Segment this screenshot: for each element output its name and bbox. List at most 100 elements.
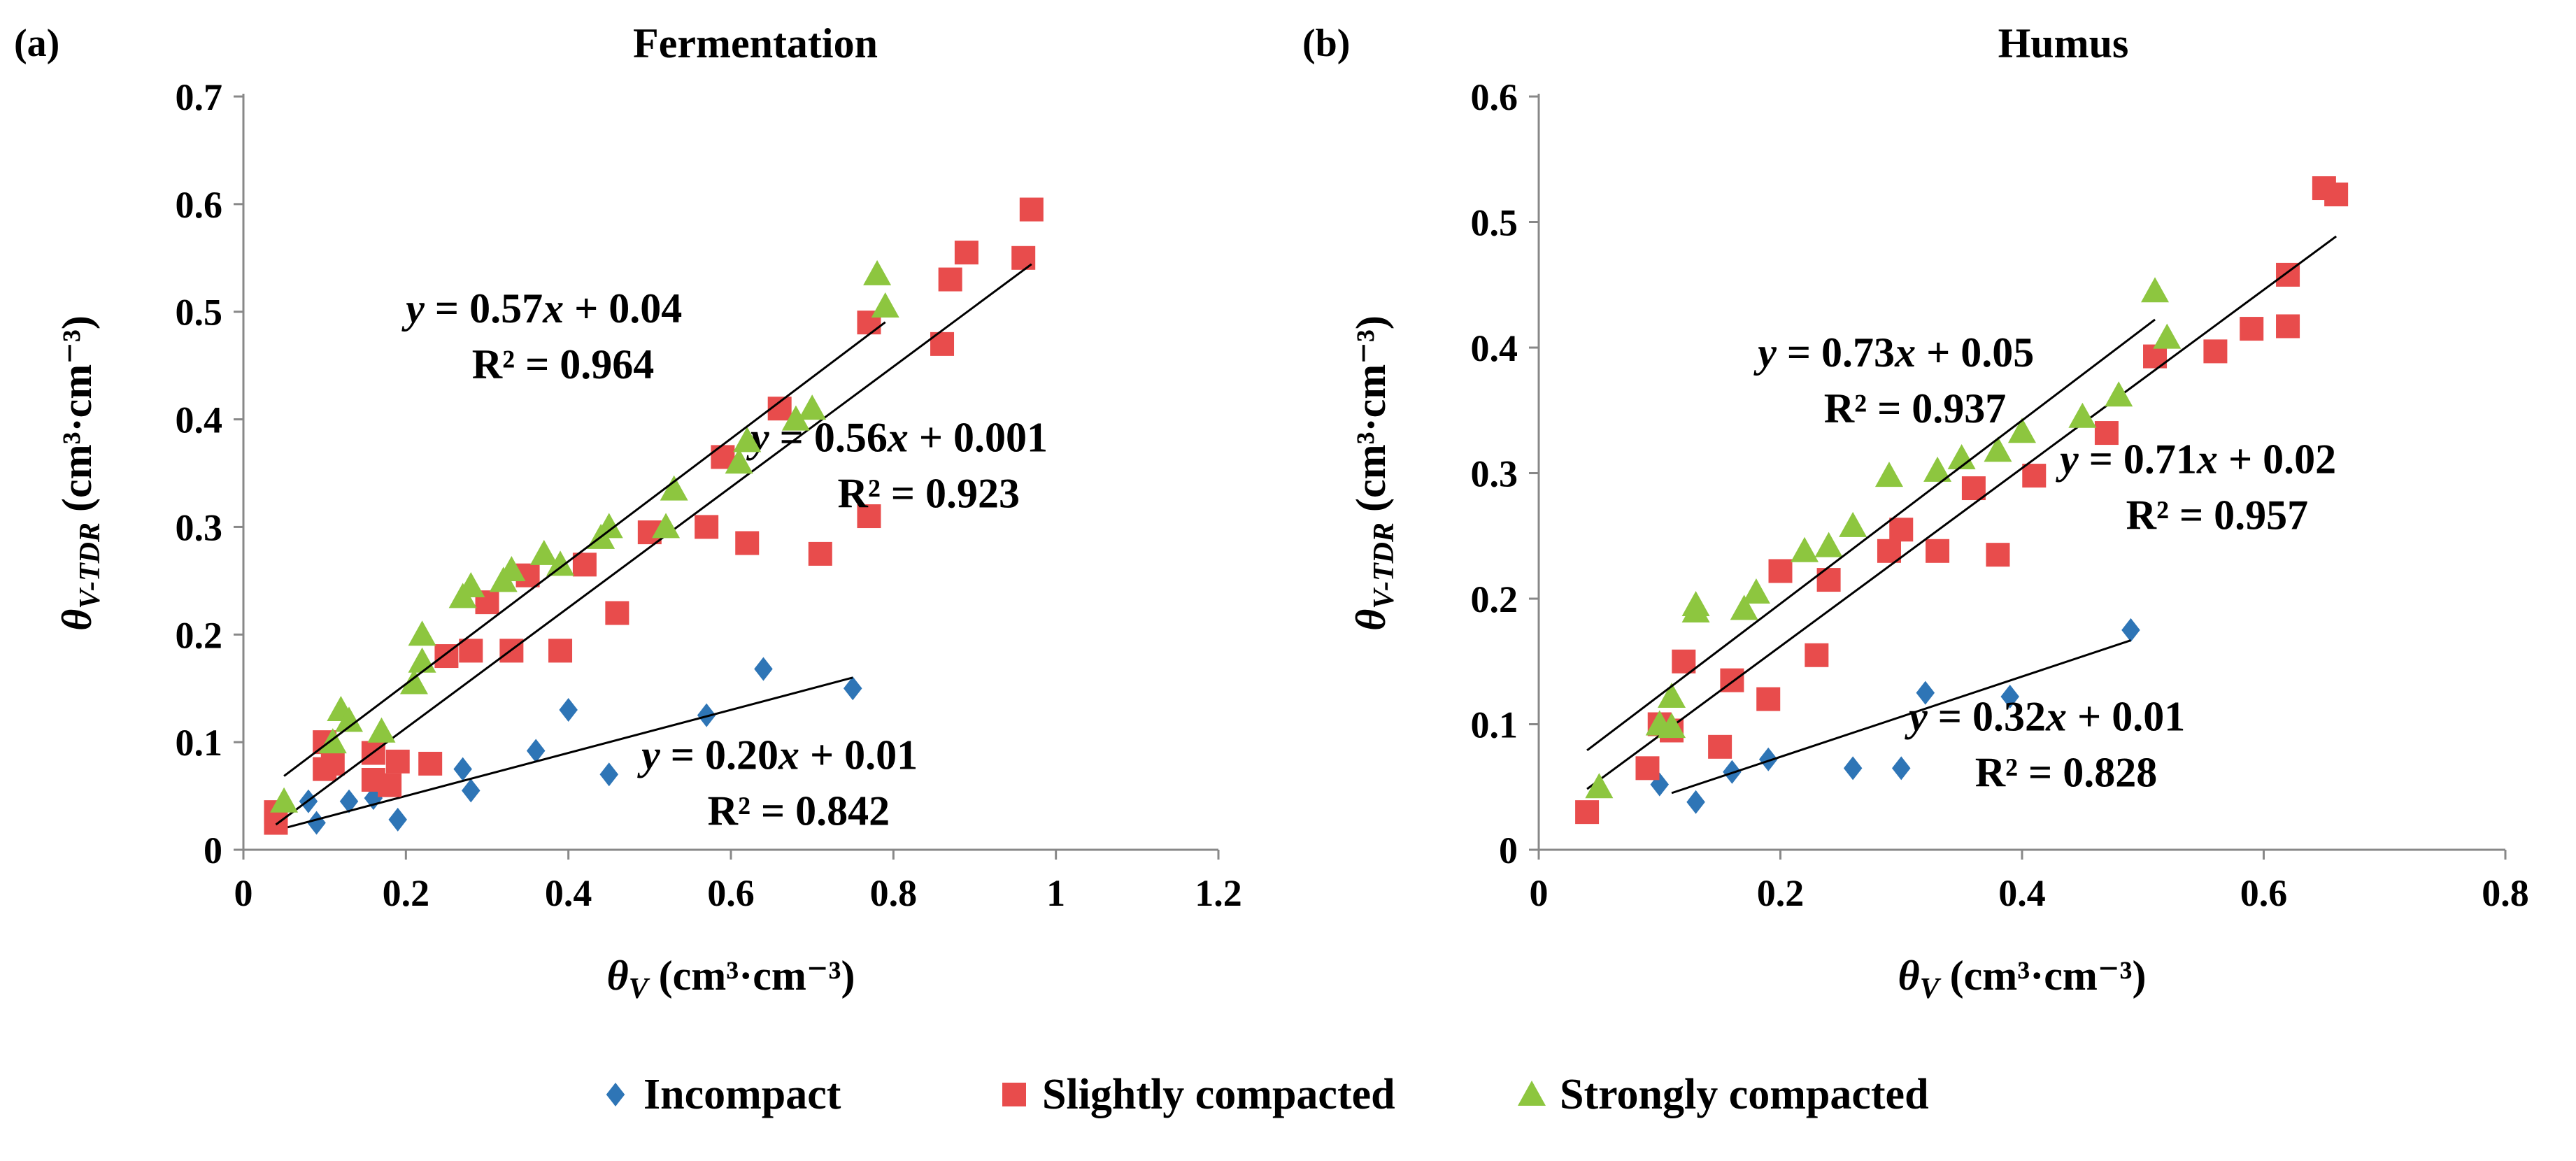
data-point xyxy=(725,448,753,474)
trendline-r2: R² = 0.937 xyxy=(1824,385,2007,432)
data-point xyxy=(1947,443,1976,469)
y-tick-label: 0.3 xyxy=(176,506,223,548)
trendline xyxy=(275,263,1032,826)
data-point xyxy=(526,739,546,763)
y-tick-label: 0.3 xyxy=(1471,453,1518,495)
data-point xyxy=(781,405,810,431)
x-tick-label: 0.2 xyxy=(1757,872,1805,914)
data-point xyxy=(1575,800,1600,825)
panel-label: (b) xyxy=(1302,22,1350,65)
data-point xyxy=(2000,685,2019,709)
trendline-equation: y = 0.20x + 0.01 xyxy=(637,732,918,778)
x-tick-label: 0.8 xyxy=(870,872,918,914)
data-point xyxy=(808,541,832,566)
panel-fermentation: (a) Fermentation 0 0.1 0.2 0.3 0.4 0.5 0.6 0.7 0 0.… xyxy=(14,20,1242,1005)
data-point xyxy=(652,513,681,539)
trendline-r2: R² = 0.957 xyxy=(2126,492,2309,539)
data-point xyxy=(2203,339,2228,364)
data-point xyxy=(408,647,436,673)
x-tick-label: 1 xyxy=(1046,872,1065,914)
data-point xyxy=(1986,543,2010,567)
data-point xyxy=(2240,317,2264,341)
x-tick-label: 0.8 xyxy=(2482,872,2529,914)
x-tick-label: 0.2 xyxy=(383,872,430,914)
data-point xyxy=(599,762,619,787)
data-point xyxy=(497,555,526,581)
data-point xyxy=(1805,643,1829,667)
data-point xyxy=(2153,323,2182,349)
data-point xyxy=(1011,245,1036,270)
data-point xyxy=(2105,381,2133,407)
y-axis-label: θV-TDR (cm³·cm⁻³) xyxy=(1348,315,1400,631)
data-point xyxy=(559,697,578,722)
y-tick-label: 0.2 xyxy=(1471,578,1518,620)
trendline-equation: y = 0.32x + 0.01 xyxy=(1905,693,2185,739)
data-point xyxy=(1916,681,1935,705)
data-point xyxy=(2276,314,2300,339)
data-point xyxy=(1019,197,1044,222)
legend-label: Incompact xyxy=(643,1071,841,1118)
data-point xyxy=(857,504,881,529)
series-strongly-compacted: y = 0.73x + 0.05 R² = 0.937 xyxy=(1585,277,2182,799)
legend-item: Slightly compacted xyxy=(1002,1071,1395,1118)
y-tick-label: 0 xyxy=(204,829,222,871)
x-tick-label: 0 xyxy=(234,872,253,914)
data-point xyxy=(418,751,443,776)
data-point xyxy=(1672,649,1696,674)
data-point xyxy=(733,427,762,453)
y-axis-label: θV-TDR (cm³·cm⁻³) xyxy=(54,315,106,631)
trendline-r2: R² = 0.842 xyxy=(708,788,890,834)
data-point xyxy=(1708,734,1732,759)
trendline-equation: y = 0.73x + 0.05 xyxy=(1753,329,2034,376)
data-point xyxy=(2324,183,2349,207)
legend-marker xyxy=(606,1083,625,1106)
data-point xyxy=(2141,277,2170,303)
data-point xyxy=(307,811,326,835)
data-point xyxy=(595,513,623,539)
trendline xyxy=(283,321,886,777)
data-point xyxy=(2094,421,2119,446)
data-point xyxy=(1730,594,1758,620)
data-point xyxy=(1758,747,1778,771)
data-point xyxy=(459,639,483,663)
data-point xyxy=(695,515,719,539)
trendline-equation: y = 0.56x + 0.001 xyxy=(746,415,1048,461)
data-point xyxy=(1756,687,1781,711)
data-point xyxy=(2068,402,2097,428)
data-point xyxy=(1843,756,1863,781)
legend-item: Incompact xyxy=(606,1071,841,1118)
data-point xyxy=(1686,790,1705,814)
legend: Incompact Slightly compacted Strongly comp… xyxy=(606,1071,1929,1118)
y-tick-label: 0.4 xyxy=(1471,327,1518,369)
y-tick-label: 0.5 xyxy=(176,292,223,334)
series-incompact: y = 0.32x + 0.01 R² = 0.828 xyxy=(1650,618,2185,814)
data-point xyxy=(871,292,899,318)
data-point xyxy=(388,807,407,832)
data-point xyxy=(1839,511,1867,537)
x-axis-label: θV (cm³·cm⁻³) xyxy=(1898,953,2146,1005)
y-tick-label: 0.6 xyxy=(176,184,223,226)
data-point xyxy=(843,676,862,701)
data-point xyxy=(1877,539,1901,563)
series-incompact: y = 0.20x + 0.01 R² = 0.842 xyxy=(266,657,918,835)
data-point xyxy=(270,787,299,813)
data-point xyxy=(605,601,629,625)
y-tick-label: 0.6 xyxy=(1471,76,1518,118)
data-point xyxy=(2022,464,2047,488)
data-point xyxy=(318,728,347,754)
data-point xyxy=(754,657,773,681)
x-tick-label: 1.2 xyxy=(1195,872,1242,914)
legend-label: Strongly compacted xyxy=(1560,1071,1929,1118)
data-point xyxy=(1874,462,1903,487)
data-point xyxy=(399,669,428,695)
x-tick-label: 0.4 xyxy=(1998,872,2046,914)
data-point xyxy=(1961,476,1986,501)
data-point xyxy=(529,539,558,565)
y-tick-label: 0.1 xyxy=(176,722,223,764)
data-point xyxy=(546,550,575,576)
data-point xyxy=(1742,578,1770,604)
trendline-r2: R² = 0.923 xyxy=(838,471,1020,517)
trendline-r2: R² = 0.828 xyxy=(1975,749,2158,795)
chart-title: Humus xyxy=(1998,20,2129,66)
